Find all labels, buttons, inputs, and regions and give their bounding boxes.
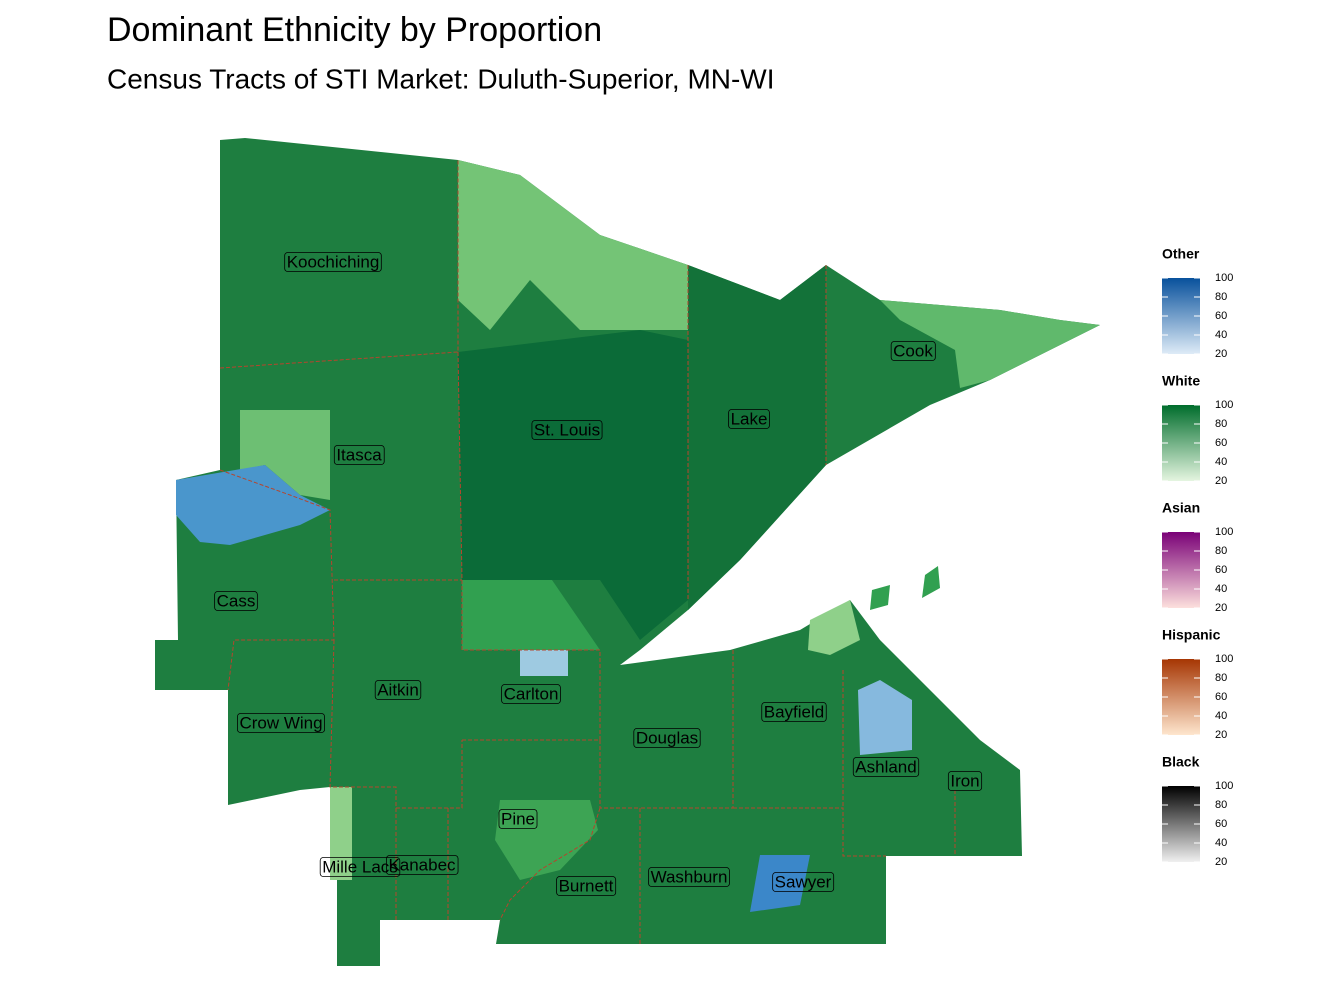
legend-tick-label: 60 <box>1215 691 1227 703</box>
legend-tick-label: 80 <box>1215 672 1227 684</box>
label-box <box>319 857 401 877</box>
legend-tick-label: 80 <box>1215 799 1227 811</box>
county-label: St. Louis <box>534 420 600 439</box>
county-label: Aitkin <box>377 680 419 699</box>
label-box <box>890 341 936 361</box>
other-tracts <box>176 465 330 545</box>
legend-title: Asian <box>1162 500 1200 516</box>
county-label: Ashland <box>855 757 916 776</box>
label-box <box>333 445 385 465</box>
county-label: Pine <box>501 809 535 828</box>
county-label: Mille Lacs <box>322 857 398 876</box>
light-tracts <box>458 160 688 330</box>
legend-tick-label: 80 <box>1215 545 1227 557</box>
light-tracts <box>808 600 860 655</box>
island <box>922 566 940 598</box>
legend-tick-label: 80 <box>1215 418 1227 430</box>
dark-tracts <box>458 330 688 640</box>
label-box <box>498 809 538 829</box>
light-tracts <box>330 787 352 880</box>
legend-tick-label: 60 <box>1215 818 1227 830</box>
county-label: Cass <box>217 591 256 610</box>
label-box <box>648 867 730 887</box>
legend-tick-label: 100 <box>1215 399 1233 411</box>
other-tracts <box>520 650 568 676</box>
label-box <box>633 728 701 748</box>
label-box <box>214 591 258 611</box>
light-tracts <box>880 300 1100 388</box>
dark-tracts <box>688 265 826 610</box>
color-bar <box>1162 532 1200 608</box>
color-bar <box>1162 405 1200 481</box>
mid-tracts <box>495 800 598 880</box>
island <box>870 585 890 610</box>
legend-title: Hispanic <box>1162 627 1221 643</box>
county-label: Bayfield <box>764 702 824 721</box>
mid-tracts <box>462 580 600 650</box>
legend-tick-label: 60 <box>1215 310 1227 322</box>
county-label: Kanabec <box>388 855 456 874</box>
label-box <box>386 855 459 875</box>
other-tracts <box>750 855 810 912</box>
legend-tick-label: 100 <box>1215 526 1233 538</box>
legend-tick-label: 20 <box>1215 475 1227 487</box>
county-label: Sawyer <box>775 872 832 891</box>
label-box <box>501 684 561 704</box>
county-borders <box>219 160 956 944</box>
legend-tick-label: 100 <box>1215 653 1233 665</box>
legend-tick-label: 40 <box>1215 456 1227 468</box>
legend-title: White <box>1162 373 1200 389</box>
label-box <box>728 409 770 429</box>
legend-tick-label: 40 <box>1215 583 1227 595</box>
legend-tick-label: 20 <box>1215 729 1227 741</box>
legend-tick-label: 40 <box>1215 710 1227 722</box>
title: Dominant Ethnicity by Proportion <box>107 11 602 49</box>
legend-tick-label: 80 <box>1215 291 1227 303</box>
county-label: Koochiching <box>287 252 380 271</box>
county-label: Burnett <box>559 876 614 895</box>
subtitle: Census Tracts of STI Market: Duluth-Supe… <box>107 63 775 94</box>
legends: Other 100 80 60 40 20 White 100 80 60 40 20 Asian 100… <box>1162 246 1233 868</box>
county-label: Crow Wing <box>239 713 322 732</box>
legend-tick-label: 40 <box>1215 837 1227 849</box>
color-bar <box>1162 278 1200 354</box>
legend-title: Black <box>1162 754 1200 770</box>
label-box <box>761 702 827 722</box>
label-box <box>374 680 422 700</box>
label-box <box>237 713 325 733</box>
legend-tick-label: 40 <box>1215 329 1227 341</box>
label-box <box>947 771 983 791</box>
county-label: Cook <box>893 341 933 360</box>
legend-tick-label: 20 <box>1215 602 1227 614</box>
county-label: Lake <box>731 409 768 428</box>
label-box <box>556 876 617 896</box>
county-label: Iron <box>950 771 979 790</box>
color-bar <box>1162 786 1200 862</box>
other-tracts <box>858 680 912 755</box>
county-label: Washburn <box>651 867 728 886</box>
label-box <box>772 872 835 892</box>
label-box <box>852 757 920 777</box>
county-label: Douglas <box>636 728 698 747</box>
legend-tick-label: 100 <box>1215 780 1233 792</box>
legend-tick-label: 60 <box>1215 437 1227 449</box>
legend-tick-label: 20 <box>1215 856 1227 868</box>
label-box <box>284 252 382 272</box>
legend-tick-label: 60 <box>1215 564 1227 576</box>
light-tracts <box>240 410 330 500</box>
color-bar <box>1162 659 1200 735</box>
label-box <box>531 420 603 440</box>
legend-title: Other <box>1162 246 1200 262</box>
map <box>155 138 1100 966</box>
county-label: Carlton <box>504 684 559 703</box>
county-label: Itasca <box>336 445 382 464</box>
county-labels: Koochiching Cook St. Louis Lake Itasca C… <box>214 252 983 896</box>
legend-tick-label: 100 <box>1215 272 1233 284</box>
legend-tick-label: 20 <box>1215 348 1227 360</box>
